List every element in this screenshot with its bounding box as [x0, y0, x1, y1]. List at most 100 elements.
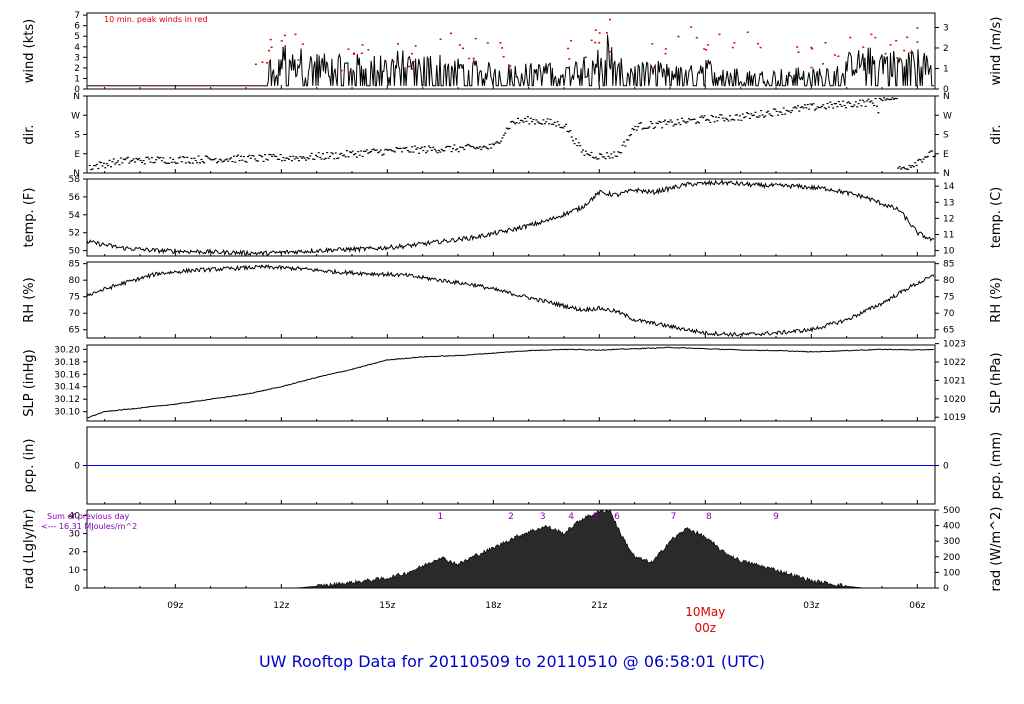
- x-tick-label: 15z: [379, 601, 395, 611]
- wind-peak-point: [874, 36, 877, 39]
- dir-point: [706, 118, 709, 120]
- dir-point: [488, 143, 491, 146]
- dir-point: [300, 157, 303, 159]
- dir-point: [758, 115, 761, 117]
- dir-point: [816, 106, 819, 108]
- x-tick-label: 09z: [167, 601, 183, 611]
- dir-point: [531, 120, 534, 123]
- dir-point: [901, 167, 904, 169]
- wind-peak-point: [906, 36, 909, 39]
- wind-peak-point: [810, 46, 813, 49]
- dir-point: [809, 103, 812, 105]
- dir-point: [861, 99, 864, 101]
- dir-point: [394, 151, 397, 153]
- dir-point: [213, 159, 216, 161]
- dir-point: [418, 152, 421, 154]
- dir-point: [184, 162, 187, 164]
- dir-point: [669, 119, 672, 121]
- dir-point: [819, 106, 822, 109]
- dir-point: [461, 146, 464, 149]
- dir-point: [208, 158, 211, 160]
- dir-point: [851, 105, 854, 108]
- dir-point: [122, 158, 125, 160]
- dir-point: [716, 120, 719, 122]
- dir-point: [402, 147, 405, 149]
- rad-ytick-left-label: 20: [69, 548, 81, 558]
- dir-point: [880, 98, 883, 101]
- dir-point: [307, 158, 310, 160]
- dir-point: [337, 157, 340, 159]
- dir-point: [600, 153, 603, 156]
- dir-point: [813, 109, 816, 111]
- dir-point: [476, 146, 479, 149]
- dir-point: [799, 106, 802, 109]
- dir-point: [244, 160, 247, 162]
- wind-peak-point: [570, 39, 573, 42]
- dir-point: [912, 166, 915, 168]
- dir-point: [928, 151, 931, 153]
- dir-point: [697, 122, 700, 124]
- dir-point: [791, 109, 794, 112]
- dir-point: [111, 161, 114, 163]
- wind-peak-point: [268, 49, 271, 52]
- dir-point: [494, 142, 497, 144]
- dir-point: [832, 107, 835, 109]
- dir-point: [440, 148, 443, 151]
- dir-point: [131, 159, 134, 162]
- dir-point: [789, 111, 792, 114]
- wind-peak-point: [608, 18, 611, 21]
- dir-point: [367, 152, 370, 154]
- dir-point: [228, 158, 231, 160]
- dir-point: [338, 153, 341, 155]
- dir-point: [679, 124, 682, 126]
- dir-point: [587, 154, 590, 156]
- wind-peak-point: [269, 38, 272, 41]
- wind-peak-point: [340, 69, 343, 72]
- dir-point: [755, 116, 758, 118]
- rh-ytick-left-label: 85: [69, 260, 80, 270]
- dir-point: [566, 130, 569, 133]
- dir-point: [173, 161, 176, 163]
- dir-point: [203, 162, 206, 164]
- dir-point: [398, 147, 401, 150]
- dir-point: [194, 159, 197, 162]
- dir-point: [392, 150, 395, 152]
- dir-point: [870, 100, 873, 102]
- dir-point: [88, 164, 91, 167]
- dir-point: [473, 147, 476, 149]
- dir-point: [247, 156, 250, 158]
- dir-point: [501, 137, 504, 139]
- dir-point: [238, 160, 241, 162]
- dir-point: [385, 148, 388, 150]
- dir-point: [481, 146, 484, 148]
- dir-point: [278, 158, 281, 161]
- dir-point: [358, 154, 361, 156]
- x-date-label: 10May: [685, 605, 725, 619]
- dir-point: [292, 155, 295, 157]
- dir-point: [555, 125, 558, 127]
- rad-marker: 6: [614, 512, 620, 522]
- dir-point: [172, 158, 175, 161]
- dir-point: [330, 152, 333, 154]
- dir-point: [182, 156, 185, 158]
- wind-peak-point: [472, 57, 475, 60]
- wind-panel-frame: [86, 12, 936, 90]
- dir-point: [189, 162, 192, 164]
- dir-point: [245, 161, 248, 163]
- dir-point: [105, 163, 108, 165]
- dir-point: [775, 110, 778, 113]
- dir-point: [764, 115, 767, 117]
- dir-point: [126, 156, 129, 158]
- dir-point: [446, 145, 449, 148]
- dir-point: [822, 104, 825, 106]
- dir-point: [474, 148, 477, 150]
- rh-ytick-right-label: 70: [943, 309, 955, 319]
- dir-point: [302, 156, 305, 158]
- dir-point: [391, 150, 394, 152]
- dir-point: [655, 122, 658, 124]
- wind-ytick-left-label: 1: [74, 74, 80, 84]
- dir-point: [887, 98, 890, 100]
- dir-point: [211, 158, 214, 161]
- dir-point: [443, 150, 446, 152]
- dir-point: [583, 154, 586, 156]
